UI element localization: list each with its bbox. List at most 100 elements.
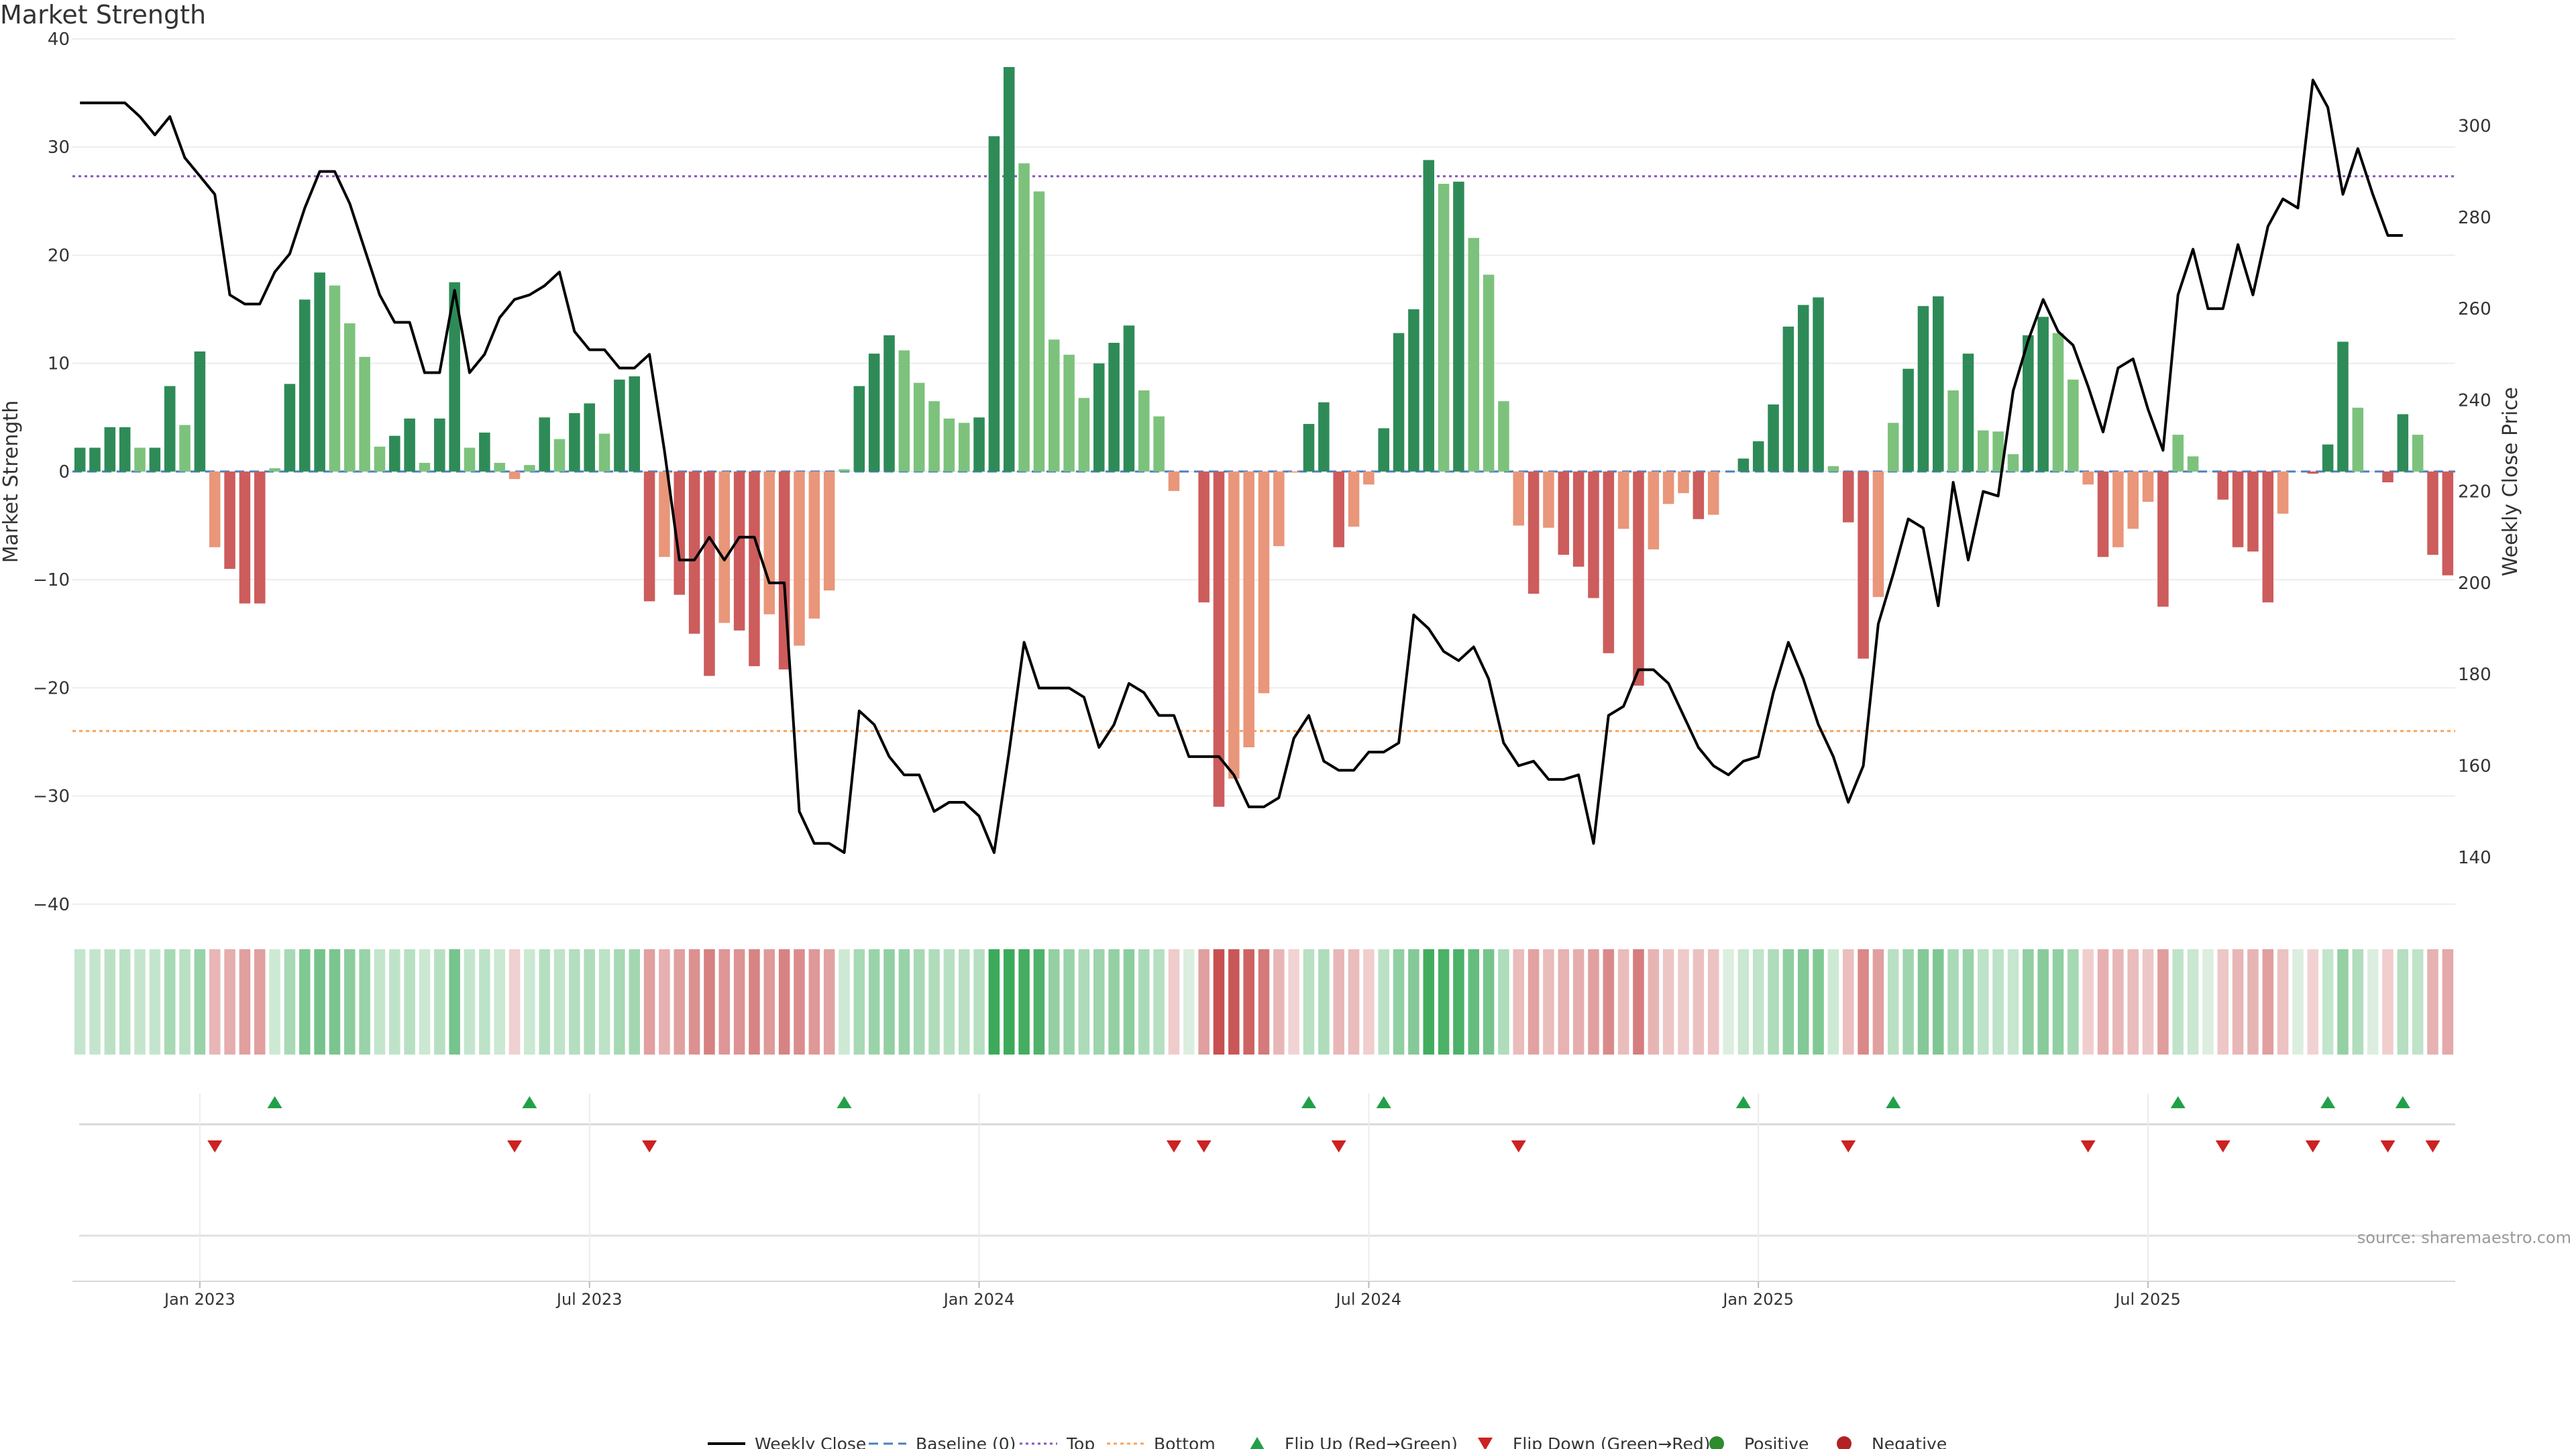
legend-item: Flip Up (Red→Green) xyxy=(1250,1434,1458,1449)
strength-bar xyxy=(2382,471,2394,482)
heat-cell xyxy=(2397,949,2409,1055)
heat-cell xyxy=(704,949,715,1055)
heat-cell xyxy=(2172,949,2184,1055)
y-tick-label: 10 xyxy=(48,354,70,374)
strength-bar xyxy=(479,432,490,472)
strength-bar xyxy=(1558,471,1570,555)
heat-cell xyxy=(1093,949,1105,1055)
strength-bar xyxy=(239,471,251,604)
strength-bar xyxy=(1527,471,1540,594)
strength-bar xyxy=(1453,181,1464,472)
heat-cell xyxy=(2023,949,2034,1055)
y-tick-label: 30 xyxy=(48,138,70,158)
strength-bar xyxy=(2007,454,2019,472)
heat-cell xyxy=(1198,949,1210,1055)
heat-cell xyxy=(1333,949,1344,1055)
strength-bar xyxy=(119,427,131,472)
heat-cell xyxy=(1558,949,1570,1055)
flip-down-marker xyxy=(2080,1140,2096,1152)
strength-bar xyxy=(2277,471,2289,514)
y-tick-label: −10 xyxy=(33,570,70,590)
heat-cell xyxy=(823,949,835,1055)
heat-cell xyxy=(1033,949,1045,1055)
heat-cell xyxy=(718,949,731,1055)
heat-cell xyxy=(2427,949,2438,1055)
flip-up-marker xyxy=(267,1096,282,1108)
heat-cell xyxy=(1453,949,1464,1055)
strength-bar xyxy=(1978,430,1989,472)
strength-bar xyxy=(1243,471,1254,747)
x-tick-label: Jul 2023 xyxy=(555,1290,623,1309)
x-tick-label: Jul 2025 xyxy=(2114,1290,2181,1309)
heat-cell xyxy=(2052,949,2064,1055)
heat-cell xyxy=(973,949,985,1055)
flip-up-marker xyxy=(1301,1096,1317,1108)
strength-bar xyxy=(2023,335,2034,472)
strength-bar xyxy=(2217,471,2229,500)
heat-cell xyxy=(1693,949,1705,1055)
heat-cell xyxy=(329,949,341,1055)
strength-bar xyxy=(913,382,925,472)
heat-cell xyxy=(194,949,206,1055)
strength-bar xyxy=(718,471,731,623)
strength-bar xyxy=(1273,471,1285,547)
strength-bar xyxy=(688,471,700,634)
heat-cell xyxy=(1348,949,1360,1055)
y2-tick-label: 160 xyxy=(2458,756,2491,776)
heat-cell xyxy=(389,949,400,1055)
heat-cell xyxy=(1303,949,1315,1055)
flip-down-marker xyxy=(1511,1140,1526,1152)
strength-bar xyxy=(2037,317,2049,472)
heat-cell xyxy=(1872,949,1884,1055)
legend-label: Bottom xyxy=(1154,1434,1216,1449)
flip-down-marker xyxy=(2215,1140,2231,1152)
heat-cell xyxy=(1723,949,1734,1055)
flip-down-marker xyxy=(207,1140,223,1152)
heat-cell xyxy=(508,949,521,1055)
heat-cell xyxy=(299,949,311,1055)
strength-bar xyxy=(1333,471,1344,547)
y-tick-label: −40 xyxy=(33,895,70,915)
y-tick-label: −30 xyxy=(33,787,70,807)
strength-bar xyxy=(1348,471,1360,527)
strength-bar xyxy=(1438,184,1450,472)
right-axis: 300 280 260 240 220 200 180 160 140 xyxy=(2458,116,2491,867)
strength-bar xyxy=(1513,471,1525,526)
legend-label: Top xyxy=(1066,1434,1095,1449)
heat-cell xyxy=(1527,949,1540,1055)
weekly-close-series xyxy=(80,78,2403,854)
flip-down-marker xyxy=(2380,1140,2396,1152)
heat-cell xyxy=(149,949,161,1055)
strength-bar xyxy=(598,433,610,472)
heat-cell xyxy=(1902,949,1914,1055)
heat-cell xyxy=(2142,949,2154,1055)
strength-bar xyxy=(104,427,116,472)
strength-bar xyxy=(1213,471,1225,807)
strength-bars xyxy=(74,66,2454,807)
heat-cell xyxy=(943,949,955,1055)
heat-cell xyxy=(2217,949,2229,1055)
legend-swatch xyxy=(1250,1437,1265,1449)
heat-cell xyxy=(1483,949,1495,1055)
heat-cell xyxy=(2187,949,2199,1055)
heat-cell xyxy=(2307,949,2319,1055)
heat-cell xyxy=(778,949,790,1055)
heat-cell xyxy=(494,949,505,1055)
strength-bar xyxy=(1752,441,1764,472)
strength-bar xyxy=(194,351,206,472)
strength-bar xyxy=(1048,339,1060,472)
y-axis-label-left: Market Strength xyxy=(0,400,23,563)
heat-cell xyxy=(1887,949,1899,1055)
heat-cell xyxy=(2367,949,2379,1055)
heat-cell xyxy=(629,949,641,1055)
strength-bar xyxy=(794,471,805,646)
heat-cell xyxy=(584,949,595,1055)
strength-bar xyxy=(1842,471,1854,523)
flip-down-marker xyxy=(2305,1140,2320,1152)
heat-cell xyxy=(1498,949,1509,1055)
legend-item: Negative xyxy=(1837,1434,1947,1449)
strength-bar xyxy=(808,471,820,619)
y-axis-label-right: Weekly Close Price xyxy=(2499,387,2522,576)
strength-bar xyxy=(2187,456,2199,472)
x-tick-label: Jan 2024 xyxy=(943,1290,1015,1309)
